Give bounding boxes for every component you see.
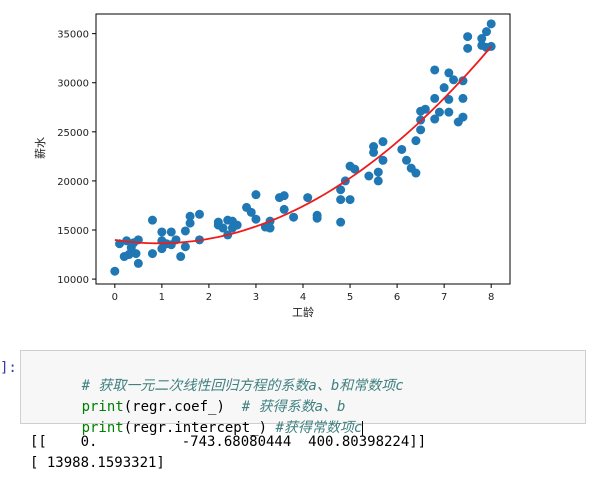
data-point <box>265 223 275 233</box>
cell-prompt: ]: <box>0 360 17 376</box>
x-axis-label: 工龄 <box>292 305 314 319</box>
y-axis-label: 薪水 <box>34 137 47 159</box>
data-point <box>463 32 473 42</box>
data-point <box>449 75 459 85</box>
data-point <box>364 171 374 181</box>
y-tick-label: 35000 <box>57 30 89 41</box>
code-comment: # 获得系数a、b <box>241 399 346 415</box>
x-tick-label: 4 <box>300 292 306 303</box>
chart-container: 0 1 2 3 4 5 6 7 8 10000 15000 20000 25000 30000 35000 … <box>34 13 511 319</box>
y-tick-label: 20000 <box>57 177 89 188</box>
data-point <box>147 215 157 225</box>
data-point <box>373 167 383 177</box>
data-point <box>416 125 426 135</box>
code-args: (regr.coef_) <box>123 399 242 415</box>
data-point <box>157 227 167 237</box>
data-point <box>312 213 322 223</box>
data-point <box>176 252 186 262</box>
data-point <box>180 242 190 252</box>
data-point <box>336 217 346 227</box>
data-point <box>336 185 346 195</box>
data-point <box>110 266 120 276</box>
text-cursor <box>362 420 364 436</box>
data-point <box>434 107 444 117</box>
data-point <box>444 94 454 104</box>
data-point <box>444 107 454 117</box>
data-point <box>369 147 379 157</box>
code-line-3: print(regr.intercept_) #获得常数项c <box>31 401 364 453</box>
scatter-chart: 0 1 2 3 4 5 6 7 8100001500020000250003000035000 … <box>34 13 511 319</box>
data-point <box>444 68 454 78</box>
data-point <box>481 27 491 37</box>
x-tick-label: 2 <box>206 292 212 303</box>
data-point <box>439 83 449 93</box>
data-point <box>411 168 421 178</box>
x-tick-label: 8 <box>488 292 494 303</box>
data-point <box>430 93 440 103</box>
data-point <box>124 250 134 260</box>
print-keyword: print <box>81 420 124 436</box>
notebook-cell[interactable]: ]: # 获取一元二次线性回归方程的系数a、b和常数项c print(regr.… <box>0 346 591 436</box>
cell-output: [[ 0. -743.68080444 400.80398224]] [ 139… <box>30 432 426 474</box>
data-point <box>463 43 473 53</box>
x-tick-label: 5 <box>347 292 353 303</box>
regression-curve <box>114 45 492 245</box>
output-line-2: [ 13988.1593321] <box>30 455 165 471</box>
x-tick-label: 3 <box>253 292 259 303</box>
data-point <box>373 176 383 186</box>
data-point <box>131 249 141 259</box>
data-point <box>303 193 313 203</box>
data-point <box>378 155 388 165</box>
data-point <box>430 65 440 75</box>
data-point <box>185 211 195 221</box>
y-tick-label: 30000 <box>57 79 89 90</box>
code-editor[interactable]: # 获取一元二次线性回归方程的系数a、b和常数项c print(regr.coe… <box>20 350 586 436</box>
data-point <box>251 214 261 224</box>
data-point <box>289 212 299 222</box>
data-point <box>218 223 228 233</box>
data-point <box>279 191 289 201</box>
data-point <box>195 209 204 219</box>
data-point <box>345 195 355 205</box>
data-point <box>402 155 411 165</box>
data-point <box>397 144 407 154</box>
y-tick-label: 15000 <box>57 226 89 237</box>
data-point <box>458 93 468 103</box>
x-tick-label: 6 <box>394 292 400 303</box>
x-tick-label: 1 <box>159 292 165 303</box>
data-point <box>420 104 430 114</box>
data-point <box>232 220 242 230</box>
data-point <box>185 218 195 228</box>
code-args: (regr.intercept_) <box>123 420 276 436</box>
y-tick-label: 25000 <box>57 128 89 139</box>
y-tick-label: 10000 <box>57 275 89 286</box>
data-point <box>477 34 487 44</box>
code-line-1: # 获取一元二次线性回归方程的系数a、b和常数项c <box>31 359 404 411</box>
data-point <box>336 195 346 205</box>
data-point <box>458 112 468 122</box>
data-point <box>378 137 388 147</box>
data-point <box>166 227 176 237</box>
code-line-2: print(regr.coef_) # 获得系数a、b <box>31 380 346 432</box>
data-point <box>486 19 496 29</box>
data-point <box>246 207 256 217</box>
x-tick-label: 0 <box>112 292 118 303</box>
code-comment: #获得常数项c <box>275 420 363 436</box>
output-line-1: [[ 0. -743.68080444 400.80398224]] <box>30 434 427 450</box>
print-keyword: print <box>81 399 124 415</box>
x-tick-label: 7 <box>441 292 447 303</box>
data-point <box>279 204 289 214</box>
data-point <box>180 226 190 236</box>
code-comment: # 获取一元二次线性回归方程的系数a、b和常数项c <box>81 378 404 394</box>
data-point <box>430 114 440 124</box>
data-point <box>411 136 421 146</box>
data-point <box>458 76 468 86</box>
data-point <box>133 258 143 268</box>
data-point <box>350 164 360 174</box>
data-point <box>147 249 157 259</box>
data-point <box>251 190 261 200</box>
